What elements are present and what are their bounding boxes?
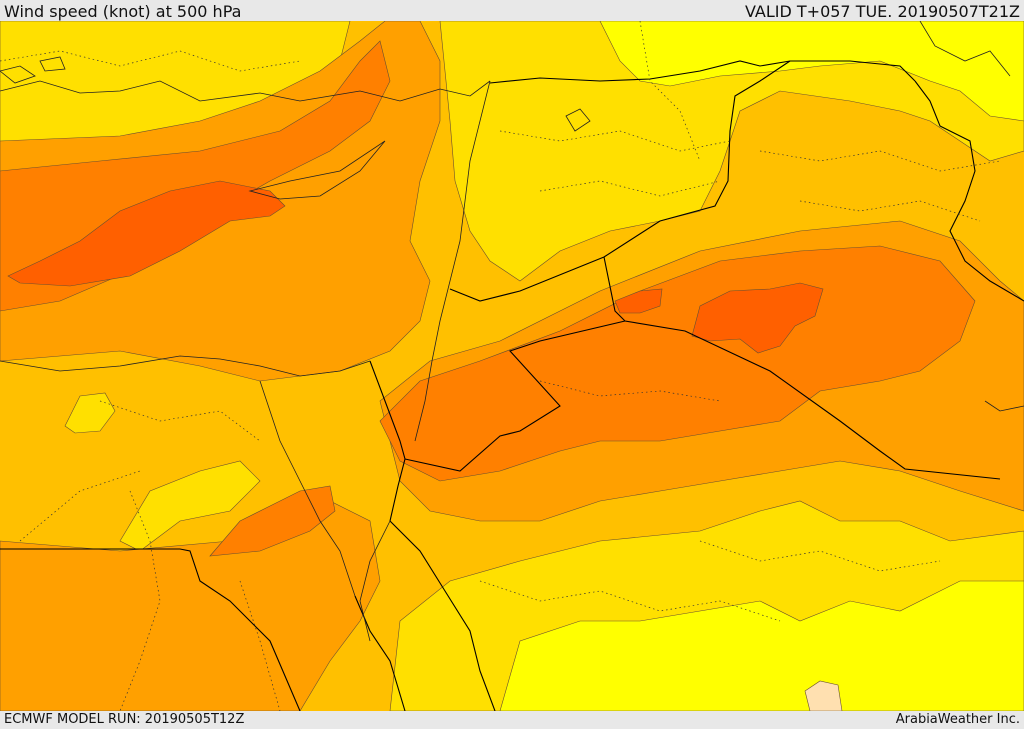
credit-label: ArabiaWeather Inc.: [895, 712, 1020, 727]
contour-northeast-yellow2: [599, 21, 1024, 122]
coast-caspian: [919, 21, 1011, 77]
coast-islands: [0, 56, 66, 84]
coast-anatolia: [0, 80, 491, 102]
coast-red-sea-west: [259, 380, 356, 597]
contour-south-yellow2: [499, 580, 1024, 711]
coast-red-sea-east: [359, 520, 391, 642]
contour-east-core: [691, 282, 824, 354]
province-boundaries: [0, 21, 1001, 711]
province-line: [0, 50, 301, 72]
contour-west-yellow: [64, 392, 116, 434]
contour-east-core-small: [614, 288, 663, 314]
coast-levant: [414, 80, 491, 442]
valid-time: VALID T+057 TUE. 20190507T21Z: [744, 2, 1020, 21]
border-jordan-syria: [449, 256, 605, 302]
coastlines: [0, 21, 1024, 642]
contour-light-patch: [804, 680, 843, 711]
contour-sinai-yellow: [119, 460, 261, 552]
footer-bar: ECMWF MODEL RUN: 20190505T12Z ArabiaWeat…: [0, 711, 1024, 729]
coast-cyprus: [248, 140, 386, 200]
province-line: [539, 180, 721, 197]
border-egypt-sudan: [0, 548, 301, 711]
province-line: [799, 200, 981, 222]
province-line: [639, 21, 701, 162]
coast-egypt-north: [0, 355, 371, 377]
header-bar: Wind speed (knot) at 500 hPa VALID T+057…: [0, 0, 1024, 21]
wind-speed-map: [0, 21, 1024, 711]
province-line: [499, 130, 731, 152]
coast-gulf: [984, 400, 1024, 412]
country-borders: [0, 60, 1024, 711]
border-jordan-iraq: [603, 256, 1001, 480]
border-syria-turkey: [489, 60, 916, 84]
contour-southwest-orange: [0, 500, 381, 711]
coast-lake-van: [565, 108, 591, 132]
map-title: Wind speed (knot) at 500 hPa: [4, 2, 242, 21]
model-run-label: ECMWF MODEL RUN: 20190505T12Z: [4, 712, 245, 727]
border-syria-iraq: [603, 60, 791, 258]
province-line: [759, 150, 1001, 172]
border-jordan-saudi: [404, 320, 626, 472]
province-line: [699, 540, 941, 572]
contour-north-yellow: [439, 21, 1024, 282]
province-line: [239, 580, 281, 711]
border-sudan-inner: [354, 595, 406, 711]
map-svg: [0, 21, 1024, 711]
border-egypt-israel: [369, 360, 406, 522]
border-iraq-iran: [914, 80, 1024, 302]
border-saudi-west: [389, 520, 496, 711]
contour-sinai-jet: [209, 485, 336, 557]
province-line: [99, 400, 261, 442]
contour-west-core: [7, 180, 286, 287]
